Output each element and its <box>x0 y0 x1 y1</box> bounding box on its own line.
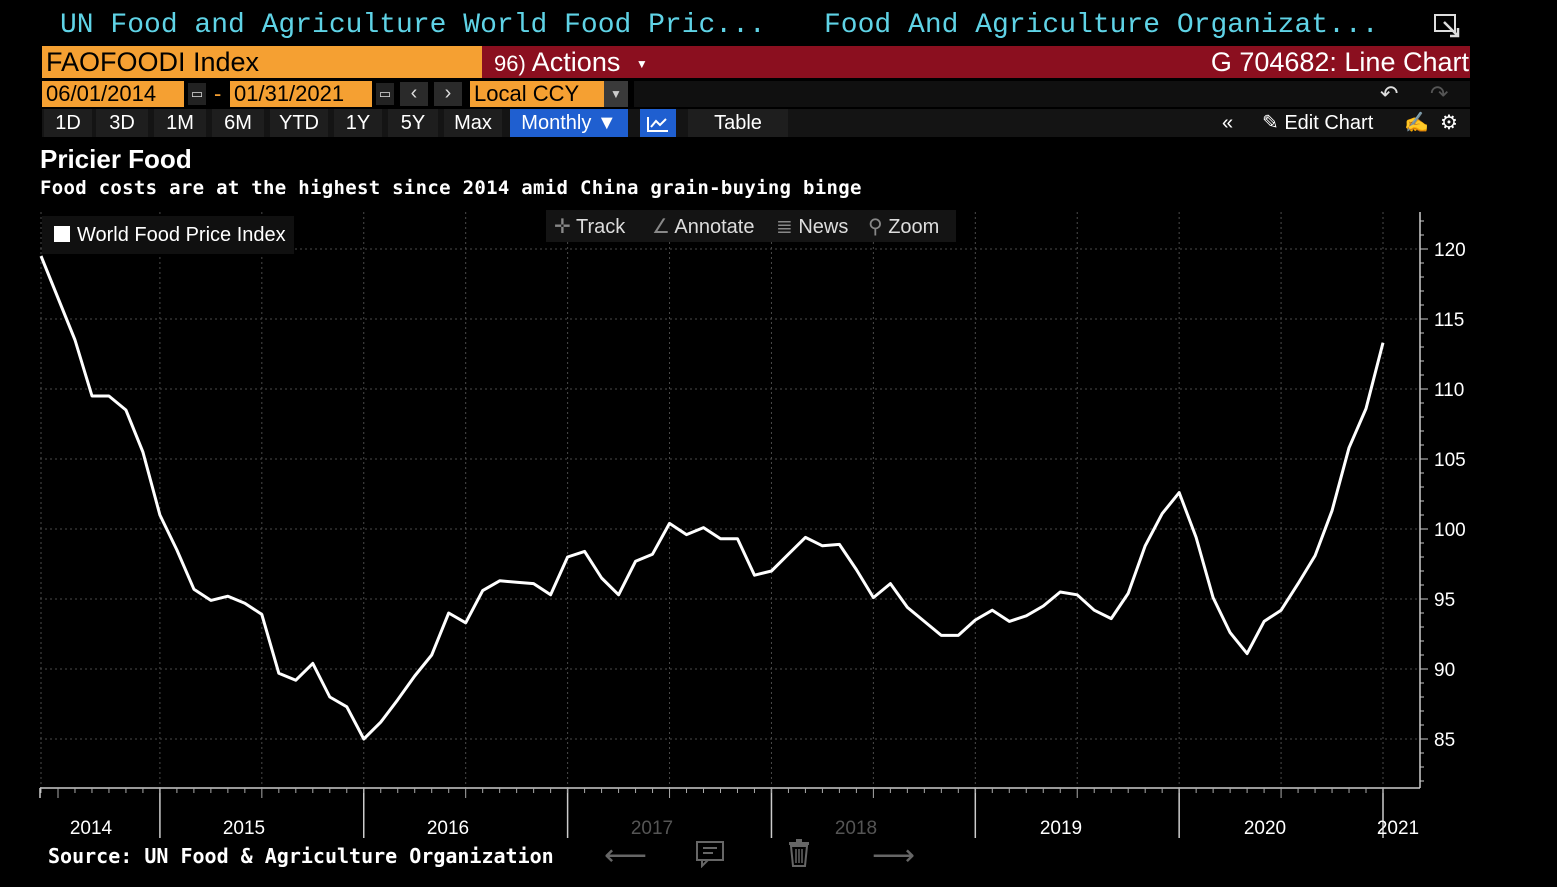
actions-button[interactable]: 96) Actions ▼ <box>484 46 658 78</box>
y-tick-label: 105 <box>1434 450 1466 471</box>
legend <box>42 216 294 254</box>
chevron-down-icon: ▼ <box>635 56 648 71</box>
start-date-field[interactable]: 06/01/2014 <box>42 81 184 107</box>
range-button-1y[interactable]: 1Y <box>334 109 382 137</box>
periodicity-select[interactable]: Monthly ▼ <box>510 109 628 137</box>
range-button-max[interactable]: Max <box>444 109 502 137</box>
range-button-6m[interactable]: 6M <box>212 109 264 137</box>
next-period-button[interactable]: › <box>434 82 462 106</box>
calendar-icon[interactable]: ▭ <box>376 83 394 105</box>
crosshair-icon: ✛ <box>554 216 571 238</box>
y-tick-label: 90 <box>1434 660 1455 681</box>
x-tick-label: 2020 <box>1244 818 1286 839</box>
x-tick-label: 2016 <box>427 818 469 839</box>
range-button-3d[interactable]: 3D <box>96 109 148 137</box>
chevron-down-icon[interactable]: ▼ <box>604 81 628 107</box>
pencil-icon: ✎ <box>1262 112 1279 134</box>
trash-icon[interactable] <box>786 838 812 876</box>
y-tick-label: 110 <box>1434 380 1464 401</box>
x-tick-label: 2014 <box>70 818 113 839</box>
range-button-5y[interactable]: 5Y <box>388 109 438 137</box>
undo-icon[interactable]: ↶ <box>1380 81 1399 106</box>
track-label: Track <box>575 216 626 238</box>
annotate-label: Annotate <box>674 216 755 238</box>
date-separator: - <box>214 81 222 106</box>
chart-subtitle: Food costs are at the highest since 2014… <box>40 177 862 199</box>
x-tick-label: 2019 <box>1040 818 1082 839</box>
comment-icon[interactable] <box>694 838 726 876</box>
header-right-title: Food And Agriculture Organizat... <box>824 10 1379 41</box>
previous-period-button[interactable]: ‹ <box>400 82 428 106</box>
arrow-right-icon[interactable]: ⟶ <box>872 839 916 872</box>
chart-id: G 704682: Line Chart <box>1210 47 1469 77</box>
collapse-icon[interactable]: « <box>1222 112 1234 134</box>
list-icon: ≣ <box>776 216 793 238</box>
range-button-1m[interactable]: 1M <box>154 109 206 137</box>
x-tick-label: 2018 <box>835 818 877 839</box>
annotate-button[interactable]: ∠ Annotate <box>652 214 754 239</box>
y-tick-label: 85 <box>1434 730 1455 751</box>
edit-chart-label: Edit Chart <box>1284 112 1374 134</box>
redo-icon[interactable]: ↷ <box>1430 81 1449 106</box>
y-tick-label: 115 <box>1434 310 1464 331</box>
series-line-world-food-price-index <box>39 255 1385 741</box>
header-left-title: UN Food and Agriculture World Food Pric.… <box>60 10 766 41</box>
zoom-label: Zoom <box>888 216 940 238</box>
currency-select[interactable]: Local CCY <box>470 81 604 107</box>
gear-icon[interactable]: ⚙ <box>1440 112 1458 134</box>
line-tool-icon: ∠ <box>652 216 670 238</box>
calendar-icon[interactable]: ▭ <box>188 83 206 105</box>
x-tick-label: 2021 <box>1377 818 1419 839</box>
chevron-down-icon: ▼ <box>596 112 617 134</box>
security-ticker[interactable]: FAOFOODI Index <box>42 46 482 78</box>
track-button[interactable]: ✛ Track <box>554 214 625 239</box>
x-tick-label: 2017 <box>631 818 673 839</box>
legend-label: World Food Price Index <box>77 224 286 246</box>
table-button[interactable]: Table <box>688 109 788 137</box>
y-tick-label: 120 <box>1434 240 1466 261</box>
expand-window-icon[interactable] <box>1432 12 1464 40</box>
edit-chart-button[interactable]: ✎ Edit Chart <box>1262 109 1373 137</box>
zoom-button[interactable]: ⚲ Zoom <box>868 214 939 239</box>
range-button-ytd[interactable]: YTD <box>270 109 328 137</box>
chart-title: Pricier Food <box>40 144 192 174</box>
range-button-1d[interactable]: 1D <box>44 109 92 137</box>
news-button[interactable]: ≣ News <box>776 214 848 239</box>
legend-swatch <box>54 226 70 242</box>
y-tick-label: 95 <box>1434 590 1455 611</box>
actions-label: Actions <box>531 47 621 77</box>
arrow-left-icon[interactable]: ⟵ <box>604 839 648 872</box>
chart-toolbar <box>546 210 956 242</box>
edit-icon[interactable]: ✍ <box>1404 112 1429 134</box>
news-label: News <box>798 216 849 238</box>
actions-code: 96) <box>494 51 526 76</box>
magnifier-icon: ⚲ <box>868 216 883 238</box>
undo-bar <box>634 81 1470 107</box>
end-date-field[interactable]: 01/31/2021 <box>230 81 372 107</box>
y-tick-label: 100 <box>1434 520 1466 541</box>
periodicity-label: Monthly <box>521 112 592 134</box>
source-note: Source: UN Food & Agriculture Organizati… <box>48 844 554 868</box>
x-tick-label: 2015 <box>223 818 265 839</box>
line-chart-icon[interactable] <box>640 109 676 137</box>
